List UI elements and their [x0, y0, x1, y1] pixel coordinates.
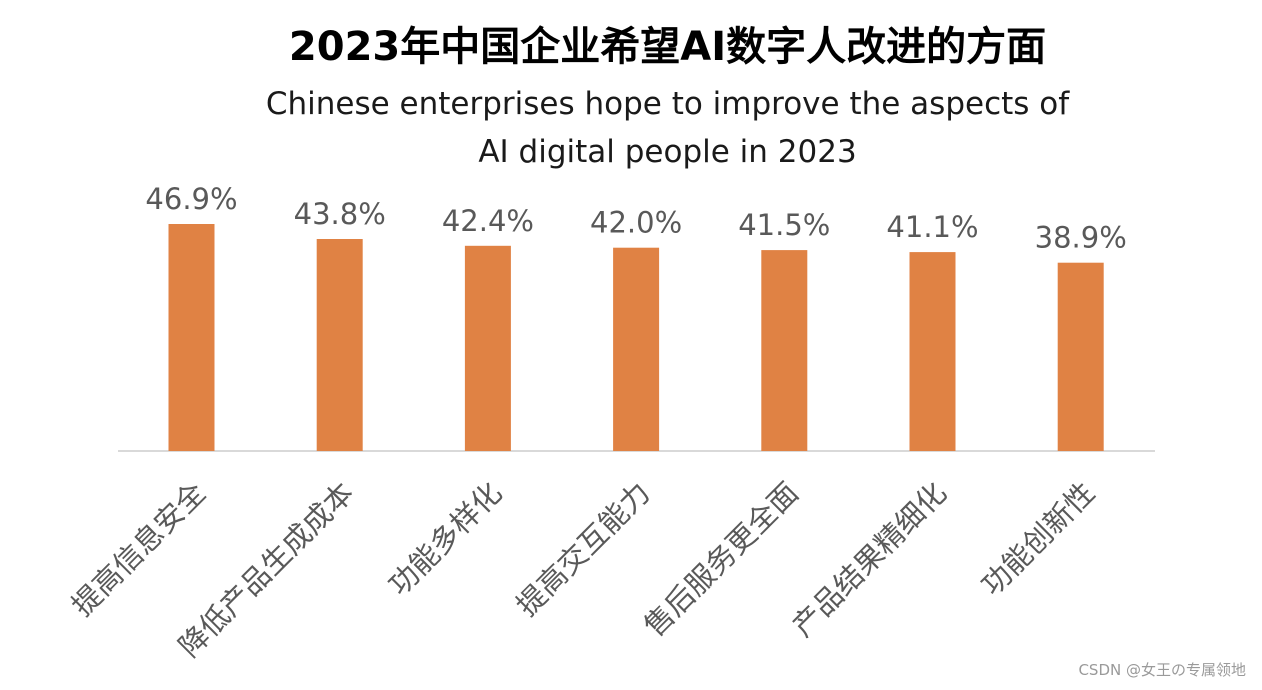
- x-tick-label: 功能创新性: [975, 476, 1102, 603]
- bar: [168, 224, 215, 451]
- bar: [1057, 262, 1104, 451]
- x-tick-label: 提高信息安全: [65, 476, 212, 623]
- data-label: 46.9%: [145, 182, 237, 216]
- data-label: 41.5%: [738, 208, 830, 242]
- x-tick-label: 产品结果精细化: [786, 476, 954, 644]
- data-label: 43.8%: [294, 197, 386, 231]
- bar: [316, 239, 363, 451]
- x-tick-label: 功能多样化: [382, 476, 509, 603]
- data-label: 41.1%: [886, 210, 978, 244]
- data-label: 38.9%: [1035, 221, 1127, 255]
- x-tick-label: 售后服务更全面: [637, 476, 805, 644]
- data-label: 42.4%: [442, 204, 534, 238]
- bar: [613, 247, 660, 451]
- bar: [761, 250, 808, 451]
- data-label: 42.0%: [590, 206, 682, 240]
- chart-title: 2023年中国企业希望AI数字人改进的方面: [288, 24, 1047, 70]
- watermark: CSDN @女王の专属领地: [1078, 661, 1246, 679]
- bar: [464, 245, 511, 451]
- bar: [909, 252, 956, 451]
- x-tick-label: 提高交互能力: [510, 476, 657, 623]
- chart-subtitle: Chinese enterprises hope to improve the …: [265, 86, 1070, 170]
